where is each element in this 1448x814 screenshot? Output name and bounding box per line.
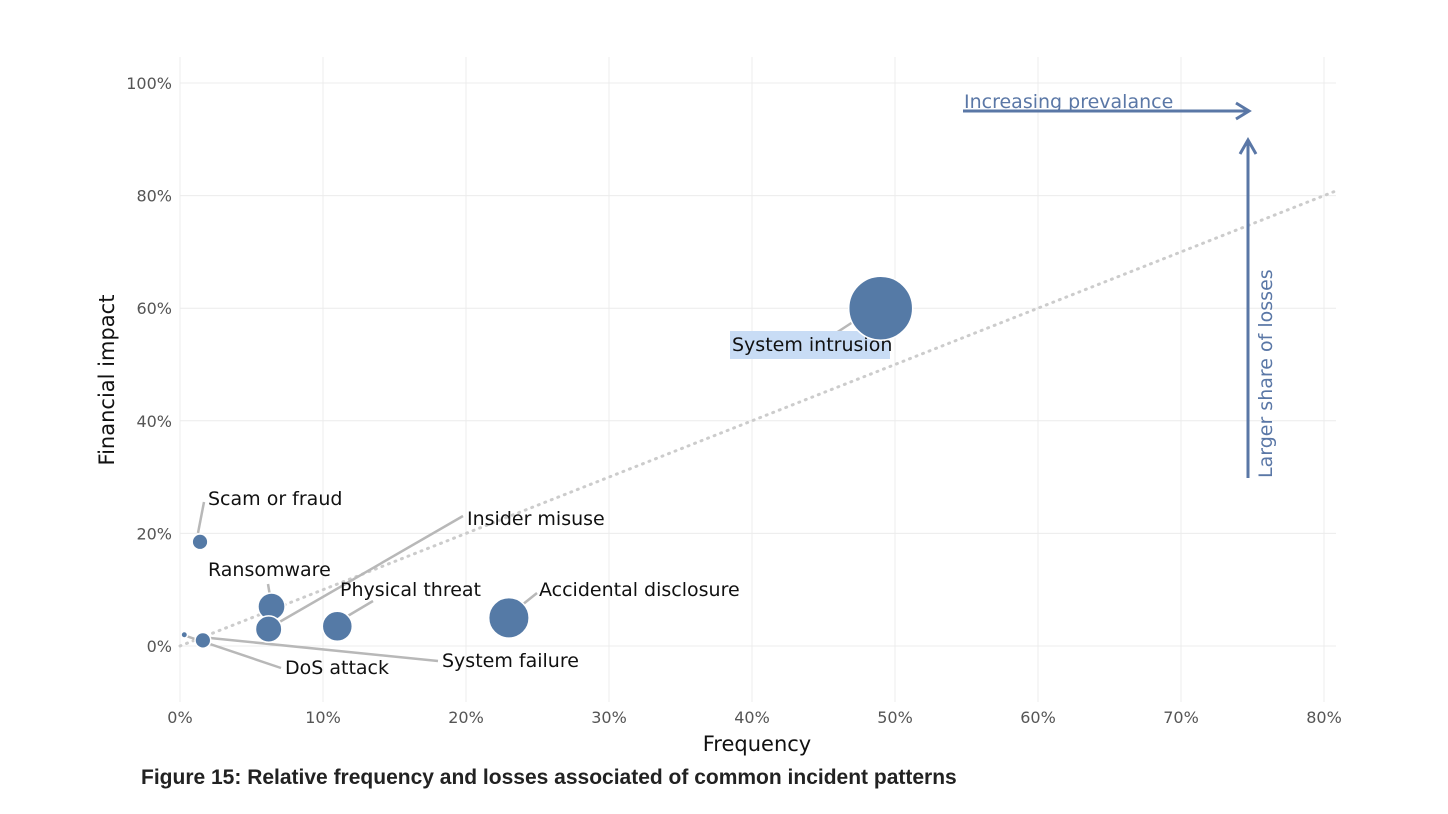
- y-tick-label: 40%: [136, 412, 172, 431]
- point-label: Insider misuse: [467, 508, 605, 530]
- bubble: [254, 615, 283, 644]
- trend-line: [178, 188, 1340, 648]
- x-tick-label: 30%: [591, 708, 627, 727]
- bubble: [487, 596, 530, 639]
- x-tick-label: 80%: [1306, 708, 1342, 727]
- point-label: Ransomware: [208, 559, 331, 581]
- x-tick-label: 10%: [305, 708, 341, 727]
- figure-caption: Figure 15: Relative frequency and losses…: [141, 766, 957, 789]
- bubble: [847, 275, 914, 341]
- y-tick-label: 100%: [126, 74, 172, 93]
- leader-lines: [185, 318, 857, 670]
- point-label: Physical threat: [340, 579, 481, 601]
- point-label: DoS attack: [285, 657, 389, 679]
- y-tick-label: 80%: [136, 187, 172, 206]
- y-tick-label: 60%: [136, 299, 172, 318]
- leader-line: [196, 501, 206, 534]
- bubbles: [180, 275, 914, 649]
- point-label: Scam or fraud: [208, 488, 342, 510]
- arrow-right-head: [1235, 101, 1252, 121]
- x-tick-label: 40%: [734, 708, 770, 727]
- annotation-prevalence: Increasing prevalance: [964, 91, 1173, 113]
- leader-line: [209, 636, 439, 663]
- x-tick-label: 50%: [877, 708, 913, 727]
- y-tick-label: 0%: [147, 637, 172, 656]
- point-label: System intrusion: [732, 334, 892, 356]
- annotation-losses: Larger share of losses: [1255, 269, 1277, 478]
- x-tick-label: 20%: [448, 708, 484, 727]
- leader-line: [345, 599, 374, 619]
- x-tick-label: 0%: [167, 708, 192, 727]
- x-axis-title: Frequency: [703, 732, 812, 756]
- leader-line: [275, 514, 464, 626]
- point-labels: System intrusion Accidental disclosure Phy…: [208, 331, 892, 679]
- leader-line: [521, 592, 538, 606]
- grid: [179, 57, 1336, 702]
- y-tick-label: 20%: [136, 524, 172, 543]
- point-label: System failure: [442, 650, 579, 672]
- bubble: [194, 631, 212, 649]
- bubble: [180, 630, 189, 639]
- bubble: [191, 533, 209, 551]
- annotations: Increasing prevalance Larger share of los…: [963, 91, 1277, 478]
- tick-labels: 0% 10% 20% 30% 40% 50% 60% 70% 80% 0% 20% 40% 60% 80%…: [126, 74, 1342, 727]
- x-tick-label: 70%: [1163, 708, 1199, 727]
- bubble: [321, 610, 354, 643]
- x-tick-label: 60%: [1020, 708, 1056, 727]
- arrow-up-head: [1238, 136, 1258, 155]
- y-axis-title: Financial impact: [95, 295, 119, 466]
- point-label: Accidental disclosure: [539, 579, 740, 601]
